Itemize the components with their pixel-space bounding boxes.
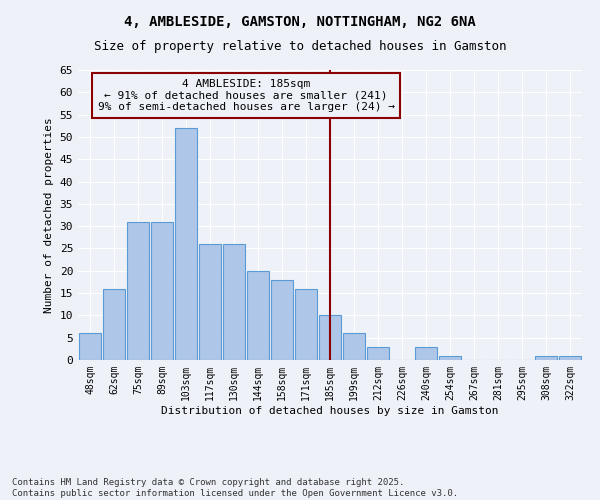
Bar bbox=[367, 346, 389, 360]
Bar bbox=[79, 333, 101, 360]
Text: 4, AMBLESIDE, GAMSTON, NOTTINGHAM, NG2 6NA: 4, AMBLESIDE, GAMSTON, NOTTINGHAM, NG2 6… bbox=[124, 15, 476, 29]
Bar bbox=[127, 222, 149, 360]
X-axis label: Distribution of detached houses by size in Gamston: Distribution of detached houses by size … bbox=[161, 406, 499, 415]
Text: 4 AMBLESIDE: 185sqm
← 91% of detached houses are smaller (241)
9% of semi-detach: 4 AMBLESIDE: 185sqm ← 91% of detached ho… bbox=[97, 79, 395, 112]
Bar bbox=[247, 271, 269, 360]
Bar bbox=[439, 356, 461, 360]
Text: Contains HM Land Registry data © Crown copyright and database right 2025.
Contai: Contains HM Land Registry data © Crown c… bbox=[12, 478, 458, 498]
Text: Size of property relative to detached houses in Gamston: Size of property relative to detached ho… bbox=[94, 40, 506, 53]
Bar bbox=[343, 333, 365, 360]
Bar bbox=[199, 244, 221, 360]
Y-axis label: Number of detached properties: Number of detached properties bbox=[44, 117, 54, 313]
Bar bbox=[535, 356, 557, 360]
Bar bbox=[295, 288, 317, 360]
Bar bbox=[103, 288, 125, 360]
Bar bbox=[319, 316, 341, 360]
Bar bbox=[223, 244, 245, 360]
Bar bbox=[415, 346, 437, 360]
Bar bbox=[271, 280, 293, 360]
Bar bbox=[175, 128, 197, 360]
Bar bbox=[151, 222, 173, 360]
Bar bbox=[559, 356, 581, 360]
